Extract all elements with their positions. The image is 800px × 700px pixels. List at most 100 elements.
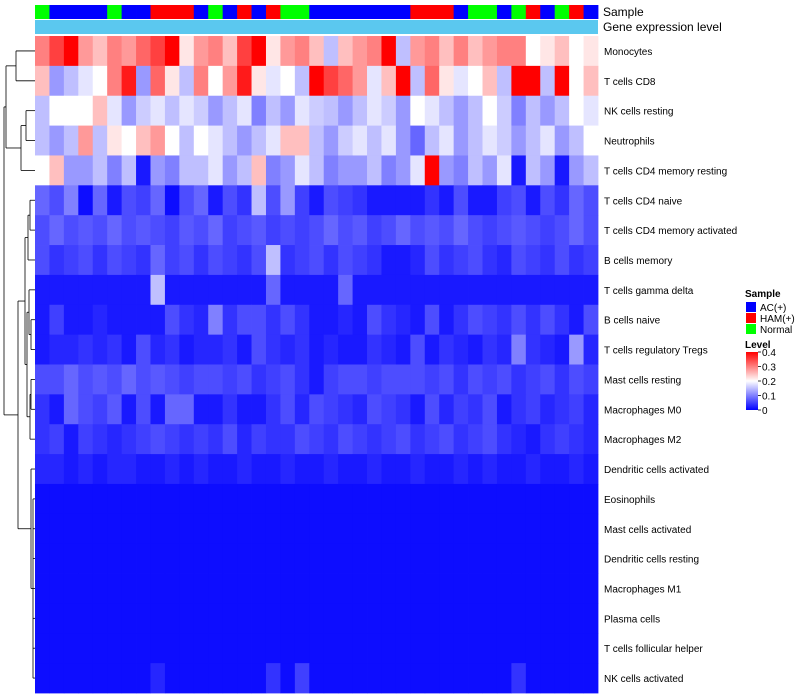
heatmap-cell — [136, 274, 151, 306]
heatmap-cell — [540, 36, 556, 67]
heatmap-cell — [439, 454, 455, 485]
heatmap-cell — [92, 36, 108, 67]
heatmap-cell — [569, 274, 584, 306]
heatmap-cell — [136, 95, 151, 126]
heatmap-cell — [338, 95, 353, 126]
heatmap-cell — [511, 304, 527, 336]
sample-annotation-cell — [121, 5, 137, 19]
sample-annotation-cell — [208, 5, 224, 19]
heatmap-cell — [78, 633, 94, 664]
heatmap-cell — [453, 513, 469, 545]
heatmap-cell — [78, 513, 94, 545]
heatmap-cell — [35, 394, 50, 425]
heatmap-cell — [583, 65, 599, 97]
heatmap-cell — [309, 394, 325, 425]
heatmap-cell — [35, 215, 50, 246]
heatmap-cell — [583, 663, 599, 694]
heatmap-cell — [554, 215, 570, 246]
row-label: Dendritic cells resting — [604, 555, 699, 566]
heatmap-cell — [107, 274, 123, 306]
heatmap-cell — [395, 95, 411, 126]
heatmap-cell — [78, 245, 94, 276]
heatmap-cell — [78, 95, 94, 126]
heatmap-cell — [222, 274, 238, 306]
heatmap-cell — [381, 65, 397, 97]
heatmap-cell — [164, 483, 180, 515]
heatmap-cell — [424, 304, 440, 336]
heatmap-cell — [439, 155, 455, 186]
heatmap-cell — [35, 334, 50, 365]
heatmap-cell — [78, 274, 94, 306]
heatmap-cell — [410, 543, 426, 574]
heatmap-cell — [540, 454, 556, 485]
heatmap-cell — [280, 663, 296, 694]
heatmap-cell — [323, 543, 339, 574]
heatmap-cell — [367, 185, 382, 216]
heatmap-cell — [482, 364, 498, 395]
heatmap-cell — [193, 155, 209, 186]
heatmap-cell — [540, 663, 556, 694]
heatmap-cell — [179, 125, 195, 156]
heatmap-cell — [150, 483, 166, 515]
heatmap-cell — [511, 663, 527, 694]
heatmap-cell — [265, 483, 281, 515]
heatmap-cell — [294, 633, 310, 664]
heatmap-cell — [540, 274, 556, 306]
heatmap-cell — [121, 274, 137, 306]
heatmap-cell — [338, 36, 353, 67]
heatmap-cell — [554, 424, 570, 455]
heatmap-cell — [237, 394, 252, 425]
heatmap-cell — [179, 95, 195, 126]
heatmap-cell — [63, 394, 79, 425]
heatmap-cell — [395, 36, 411, 67]
heatmap-cell — [164, 543, 180, 574]
heatmap-cell — [482, 185, 498, 216]
heatmap-cell — [237, 454, 252, 485]
heatmap-cell — [569, 36, 584, 67]
heatmap-cell — [496, 274, 512, 306]
heatmap-cell — [583, 185, 599, 216]
row-label: T cells gamma delta — [604, 286, 694, 297]
heatmap-cell — [381, 95, 397, 126]
heatmap-cell — [92, 633, 108, 664]
heatmap-cell — [367, 573, 382, 604]
heatmap-cell — [468, 36, 483, 67]
heatmap-cell — [294, 394, 310, 425]
heatmap-cell — [525, 603, 541, 634]
heatmap-cell — [92, 513, 108, 545]
heatmap-cell — [569, 633, 584, 664]
heatmap-cell — [395, 185, 411, 216]
heatmap-cell — [35, 513, 50, 545]
heatmap-cell — [179, 65, 195, 97]
heatmap-cell — [265, 215, 281, 246]
heatmap-cell — [265, 185, 281, 216]
heatmap-cell — [569, 483, 584, 515]
heatmap-cell — [107, 245, 123, 276]
gene-expression-annotation-label: Gene expression level — [603, 20, 722, 34]
heatmap-cell — [367, 245, 382, 276]
heatmap-cell — [222, 663, 238, 694]
heatmap-cell — [482, 95, 498, 126]
heatmap-cell — [49, 65, 65, 97]
heatmap-cell — [410, 603, 426, 634]
heatmap-cell — [179, 185, 195, 216]
heatmap-cell — [352, 483, 368, 515]
heatmap-cell — [208, 36, 224, 67]
heatmap-cell — [92, 95, 108, 126]
heatmap-cell — [395, 274, 411, 306]
heatmap-cell — [208, 454, 224, 485]
heatmap-cell — [107, 513, 123, 545]
heatmap-cell — [338, 334, 353, 365]
heatmap-cell — [251, 304, 267, 336]
heatmap-cell — [424, 454, 440, 485]
heatmap-cell — [63, 573, 79, 604]
heatmap-cell — [352, 245, 368, 276]
heatmap-cell — [49, 454, 65, 485]
heatmap-cell — [496, 334, 512, 365]
heatmap-cell — [294, 334, 310, 365]
heatmap-cell — [49, 245, 65, 276]
heatmap-cell — [439, 424, 455, 455]
heatmap-cell — [92, 483, 108, 515]
heatmap-cell — [569, 155, 584, 186]
heatmap-cell — [193, 185, 209, 216]
